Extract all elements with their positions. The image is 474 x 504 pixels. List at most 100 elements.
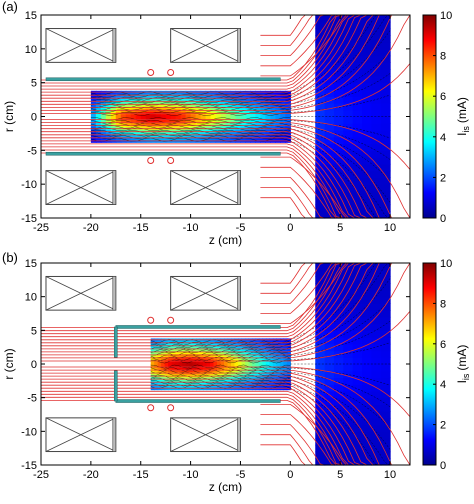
plume-cell bbox=[324, 323, 335, 331]
heatmap-cell bbox=[230, 103, 237, 107]
heatmap-cell bbox=[130, 137, 137, 141]
heatmap-cell bbox=[189, 376, 194, 380]
heatmap-cell bbox=[199, 348, 204, 352]
plume-cell bbox=[315, 116, 326, 124]
plume-cell bbox=[380, 109, 391, 118]
heatmap-cell bbox=[178, 353, 183, 357]
plume-cell bbox=[333, 143, 344, 151]
heatmap-cell bbox=[185, 111, 192, 115]
plume-cell bbox=[371, 390, 382, 399]
heatmap-cell bbox=[276, 343, 281, 347]
plume-cell bbox=[380, 296, 391, 304]
heatmap-cell bbox=[192, 369, 197, 373]
heatmap-cell bbox=[279, 384, 284, 388]
colorbar-label-unit: (mA) bbox=[455, 97, 469, 123]
heatmap-cell bbox=[262, 387, 267, 391]
heatmap-cell bbox=[244, 369, 250, 373]
plume-cell bbox=[343, 42, 354, 50]
heatmap-cell bbox=[175, 95, 182, 100]
heatmap-cell bbox=[234, 364, 239, 368]
heatmap-cell bbox=[150, 134, 157, 138]
heatmap-cell bbox=[164, 379, 169, 383]
heatmap-cell bbox=[206, 358, 211, 363]
heatmap-cell bbox=[100, 103, 107, 107]
plume-cell bbox=[380, 163, 391, 172]
heatmap-cell bbox=[125, 137, 132, 141]
heatmap-cell bbox=[265, 113, 271, 118]
heatmap-cell bbox=[248, 351, 253, 355]
plume-cell bbox=[380, 136, 391, 145]
heatmap-cell bbox=[275, 113, 281, 118]
heatmap-cell bbox=[205, 111, 212, 115]
heatmap-cell bbox=[255, 381, 260, 386]
coil-cross bbox=[170, 417, 241, 452]
heatmap-cell bbox=[255, 95, 262, 100]
heatmap-cell bbox=[276, 361, 281, 365]
heatmap-cell bbox=[200, 131, 207, 136]
heatmap-cell bbox=[150, 119, 157, 123]
heatmap-cell bbox=[140, 103, 147, 107]
colorbar-tick-label: 8 bbox=[440, 298, 446, 310]
plume-cell bbox=[343, 21, 354, 30]
heatmap-cell bbox=[225, 111, 232, 115]
heatmap-cell bbox=[175, 369, 180, 373]
plume-cell bbox=[324, 303, 335, 311]
plume-cell bbox=[362, 75, 372, 84]
heatmap-cell bbox=[260, 129, 266, 133]
heatmap-cell bbox=[270, 129, 276, 133]
coil-edge bbox=[237, 417, 241, 452]
heatmap-cell bbox=[270, 95, 276, 100]
heatmap-cell bbox=[105, 131, 112, 136]
colorbar-label: Iis (mA) bbox=[455, 345, 471, 384]
heatmap-cell bbox=[248, 353, 253, 357]
heatmap-cell bbox=[130, 131, 137, 136]
coils bbox=[45, 28, 241, 205]
plume-cell bbox=[352, 15, 363, 23]
heatmap-cell bbox=[240, 121, 247, 125]
plume-cell bbox=[324, 163, 335, 172]
heatmap-cell bbox=[135, 131, 142, 136]
plume-cell bbox=[333, 323, 344, 331]
heatmap-cell bbox=[120, 137, 127, 141]
plume-cell bbox=[362, 157, 372, 165]
plume-cell bbox=[362, 343, 372, 352]
heatmap-cell bbox=[245, 134, 252, 138]
plume-cell bbox=[324, 123, 335, 131]
heatmap-cell bbox=[90, 113, 97, 118]
plume-cell bbox=[371, 350, 382, 358]
heatmap-cell bbox=[115, 113, 122, 118]
plume-cell bbox=[362, 170, 372, 178]
heatmap-cell bbox=[190, 103, 197, 107]
heatmap-cell bbox=[245, 95, 252, 100]
heatmap-cell bbox=[190, 134, 197, 138]
heatmap-cell bbox=[217, 348, 222, 352]
heatmap-cell bbox=[135, 113, 142, 118]
heatmap-cell bbox=[110, 106, 117, 110]
plume-cell bbox=[324, 417, 335, 426]
heatmap-cell bbox=[262, 364, 267, 368]
plume-cell bbox=[352, 35, 363, 43]
heatmap-cell bbox=[196, 369, 201, 373]
heatmap-cell bbox=[170, 95, 177, 100]
heatmap-cell bbox=[276, 381, 281, 386]
heatmap-cell bbox=[203, 343, 208, 347]
field-line bbox=[41, 366, 411, 418]
heatmap-cell bbox=[178, 381, 183, 386]
heatmap-cell bbox=[130, 119, 137, 123]
plume-cell bbox=[362, 364, 372, 372]
plume-cell bbox=[324, 157, 335, 165]
heatmap-cell bbox=[161, 376, 166, 380]
heatmap-cell bbox=[235, 116, 242, 120]
heatmap-cell bbox=[175, 343, 180, 347]
heatmap-cell bbox=[195, 95, 202, 100]
heatmap-cell bbox=[175, 113, 182, 118]
plume-cell bbox=[315, 404, 326, 412]
heatmap-cell bbox=[150, 379, 155, 383]
plume-cell bbox=[362, 102, 372, 111]
field-line bbox=[41, 375, 410, 466]
plume-cell bbox=[371, 377, 382, 385]
heatmap-cell bbox=[190, 113, 197, 118]
heatmap-cell bbox=[95, 119, 102, 123]
heatmap-cell bbox=[110, 98, 117, 102]
heatmap-cell bbox=[248, 358, 253, 363]
